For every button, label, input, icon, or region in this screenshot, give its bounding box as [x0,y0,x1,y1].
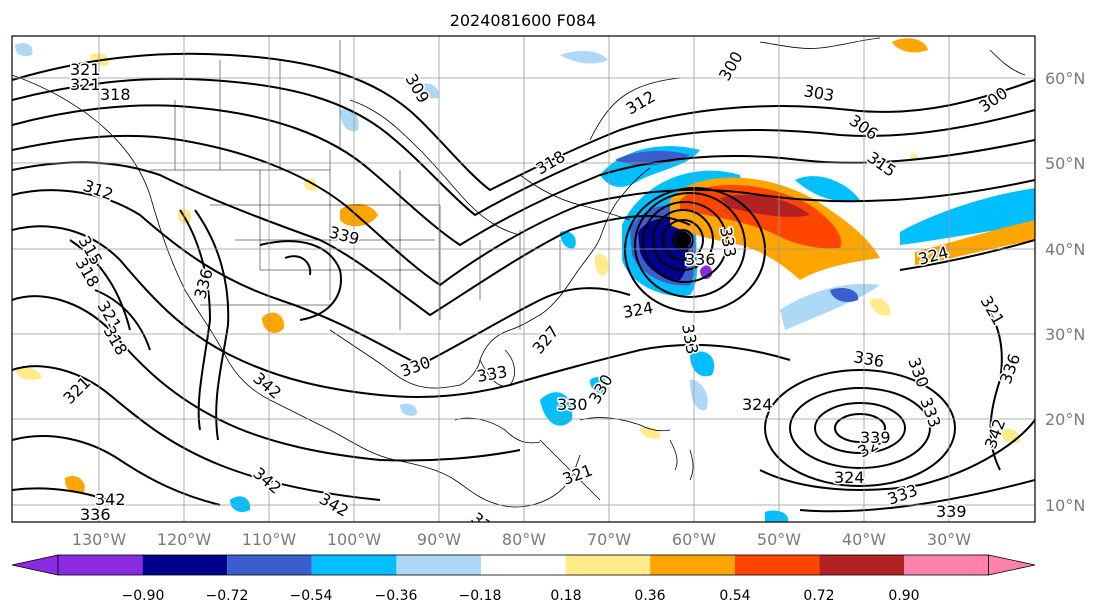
contour-label: 321 [70,75,101,94]
lon-label: 120°W [157,530,212,549]
lon-label: 70°W [587,530,631,549]
colorbar-frame [57,554,989,576]
colorbar-cells [11,554,1036,576]
map-area: 321 321 318 312 315 318 321 318 336 321 … [12,36,1035,524]
lon-label: 50°W [757,530,801,549]
lat-label: 20°N [1045,410,1085,429]
colorbar-cell [988,554,1036,576]
map-title: 2024081600 F084 [450,11,597,30]
contour-label: 330 [557,395,588,414]
longitude-labels: 130°W 120°W 110°W 100°W 90°W 80°W 70°W 6… [72,530,971,549]
lat-label: 40°N [1045,240,1085,259]
lat-label: 10°N [1045,496,1085,515]
colorbar: −0.90 −0.72 −0.54 −0.36 −0.18 0.18 0.36 … [11,554,1036,604]
contour-label: 336 [80,505,111,524]
lat-label: 50°N [1045,154,1085,173]
lon-label: 90°W [417,530,461,549]
lat-label: 30°N [1045,325,1085,344]
contour-label: 324 [742,395,773,414]
colorbar-cell [227,555,312,575]
lat-label: 60°N [1045,69,1085,88]
contour-label: 339 [936,502,967,521]
contour-label: 336 [685,250,716,269]
colorbar-tick-label: −0.54 [290,588,333,604]
colorbar-tick-label: −0.90 [122,588,165,604]
lon-label: 80°W [502,530,546,549]
colorbar-cell [396,555,481,575]
lon-label: 110°W [242,530,297,549]
colorbar-cell [565,555,651,575]
colorbar-cell [481,555,566,575]
contour-label: 324 [834,468,865,487]
lon-label: 100°W [327,530,382,549]
lon-label: 40°W [842,530,886,549]
colorbar-cell [142,555,228,575]
colorbar-cell [819,555,904,575]
contour-label: 318 [100,85,131,104]
height-contours [12,52,1035,513]
colorbar-cell [58,555,143,575]
state-boundaries [150,40,561,330]
low-center-marker [675,232,691,248]
colorbar-tick-labels: −0.90 −0.72 −0.54 −0.36 −0.18 0.18 0.36 … [122,588,920,604]
colorbar-tick-label: 0.90 [888,588,919,604]
colorbar-cell [650,555,735,575]
graticule [12,36,1035,522]
contour-label: 321 [70,60,101,79]
colorbar-tick-label: −0.18 [459,588,502,604]
lon-label: 30°W [927,530,971,549]
colorbar-tick-label: 0.54 [719,588,750,604]
contour-label: 339 [860,428,891,447]
colorbar-tick-label: 0.18 [550,588,581,604]
contour-label: 336 [852,347,885,371]
contour-label: 342 [95,490,126,509]
colorbar-cell [734,555,820,575]
lon-label: 60°W [672,530,716,549]
latitude-labels: 60°N 50°N 40°N 30°N 20°N 10°N [1045,69,1085,515]
colorbar-cell [11,554,59,576]
colorbar-tick-label: −0.36 [375,588,418,604]
colorbar-cell [311,555,397,575]
colorbar-tick-label: 0.72 [803,588,834,604]
map-frame [11,35,1036,523]
colorbar-tick-label: 0.36 [634,588,665,604]
lon-label: 130°W [72,530,127,549]
colorbar-cell [904,555,989,575]
colorbar-tick-label: −0.72 [206,588,249,604]
